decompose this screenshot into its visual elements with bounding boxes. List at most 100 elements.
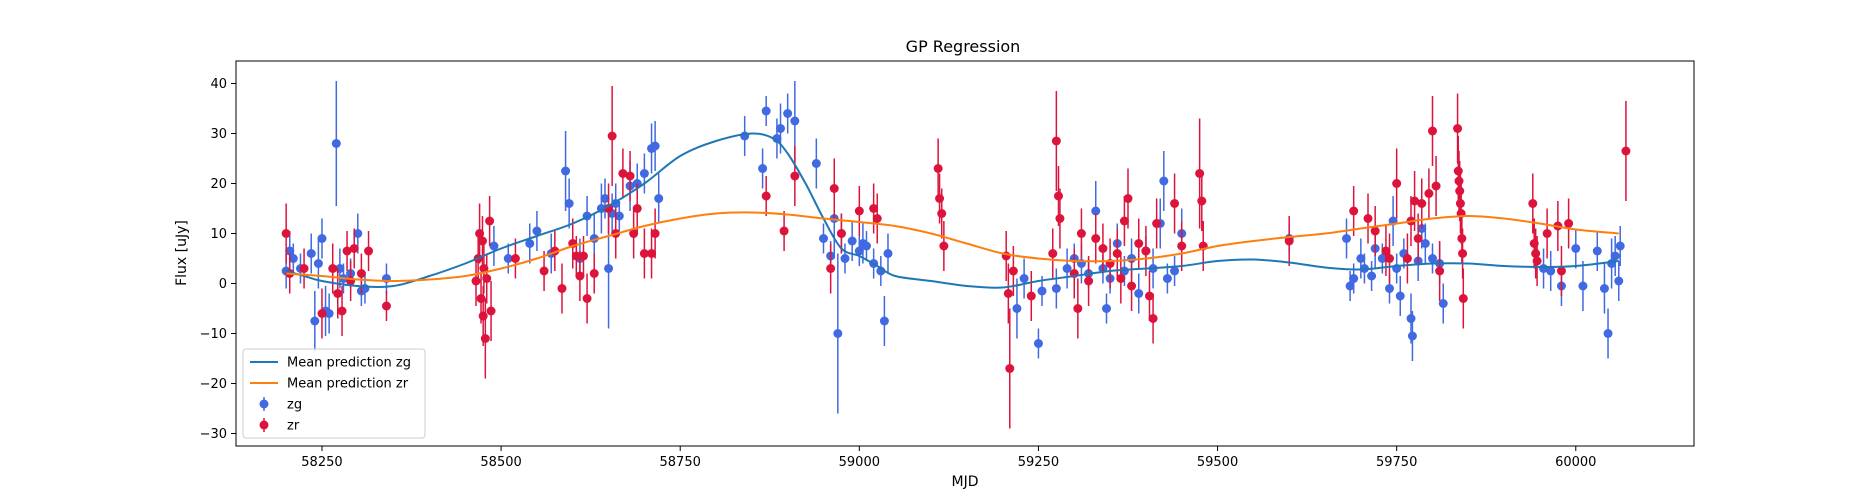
data-point-zg [1170, 266, 1180, 276]
data-point-zg [532, 226, 542, 236]
data-point-zr [471, 276, 481, 286]
data-point-zg [285, 246, 295, 256]
data-point-zg [776, 124, 786, 133]
data-point-zr [607, 131, 617, 141]
data-point-zr [328, 264, 338, 273]
data-point-zg [288, 254, 298, 263]
data-point-zr [761, 191, 771, 201]
y-tick-label: −10 [200, 327, 227, 342]
x-axis: 58250 58500 58750 59000 59250 59500 59750 60000 [301, 446, 1596, 470]
x-tick-label: 58750 [660, 455, 701, 470]
data-point-zr [1144, 291, 1154, 301]
legend-label: Mean prediction zr [287, 377, 409, 392]
data-point-zr [381, 301, 391, 311]
data-point-zr [333, 289, 343, 298]
plot-area [281, 81, 1631, 429]
data-point-zg [790, 116, 800, 126]
data-point-zg [324, 309, 334, 318]
data-point-zr [1134, 239, 1144, 248]
data-point-zr [1048, 249, 1058, 258]
data-point-zr [779, 226, 789, 236]
data-point-zr [872, 214, 882, 223]
data-point-zg [639, 169, 649, 178]
data-point-zr [1003, 289, 1013, 298]
data-point-zg [564, 199, 574, 208]
data-point-zg [650, 141, 660, 151]
data-point-zr [571, 251, 581, 261]
data-point-zr [1073, 304, 1083, 313]
data-point-zg [313, 259, 323, 268]
data-point-zr [1091, 234, 1101, 243]
data-point-zr [1195, 169, 1205, 178]
data-point-zr [1424, 189, 1434, 198]
data-point-zr [1556, 266, 1566, 276]
data-point-zg [1019, 274, 1029, 283]
data-point-zr [539, 266, 549, 276]
data-point-zr [650, 229, 660, 238]
legend-label: zr [287, 419, 300, 434]
legend-entry-mean-prediction-zg: Mean prediction zg [250, 356, 411, 371]
x-tick-label: 59250 [1018, 455, 1059, 470]
legend-entry-zg: zg [259, 397, 302, 413]
data-point-zg [1427, 254, 1437, 263]
x-axis-label: MJD [952, 474, 979, 490]
data-point-zg [1367, 271, 1377, 281]
data-point-zr [1458, 294, 1468, 303]
mean-prediction-zr-line [286, 211, 1619, 283]
data-point-zg [1592, 246, 1602, 256]
y-tick-label: 30 [210, 127, 227, 142]
data-point-zg [654, 194, 664, 203]
data-point-zg [1377, 254, 1387, 263]
data-point-zr [933, 164, 943, 173]
x-tick-label: 59000 [839, 455, 880, 470]
data-point-zr [342, 246, 352, 256]
x-tick-label: 58500 [480, 455, 521, 470]
data-point-zr [476, 294, 486, 303]
data-point-zg [600, 194, 610, 203]
data-point-zg [1051, 284, 1061, 293]
data-point-zg [783, 109, 793, 118]
data-point-zg [1407, 331, 1417, 341]
data-point-zg [861, 241, 871, 251]
data-point-zr [1417, 199, 1427, 208]
data-point-zr [618, 169, 628, 178]
data-point-zr [632, 204, 642, 213]
x-tick-label: 59500 [1197, 455, 1238, 470]
data-point-zg [1614, 276, 1624, 286]
data-point-zg [604, 264, 614, 273]
data-point-zr [485, 216, 495, 226]
data-point-zr [829, 184, 839, 193]
data-point-zg [1062, 264, 1072, 273]
data-point-zr [1051, 136, 1061, 146]
data-point-zr [629, 229, 639, 238]
y-tick-label: 0 [219, 277, 227, 292]
series-zg [281, 81, 1625, 414]
data-point-zr [836, 229, 846, 238]
data-point-zg [489, 241, 499, 251]
data-point-zg [879, 316, 889, 326]
data-point-zr [1148, 314, 1158, 323]
legend-entry-mean-prediction-zr: Mean prediction zr [250, 377, 409, 392]
data-point-zr [869, 204, 879, 213]
data-point-zr [1127, 281, 1137, 291]
data-point-zr [575, 271, 585, 281]
data-point-zr [1532, 256, 1542, 266]
data-point-zr [557, 284, 567, 293]
data-point-zr [1116, 274, 1126, 283]
data-point-zr [349, 244, 359, 253]
mean-prediction-zg-line [285, 132, 1619, 289]
data-point-zr [1528, 199, 1538, 208]
data-point-zr [826, 264, 836, 273]
data-point-zr [1392, 179, 1402, 188]
data-point-zg [525, 239, 535, 248]
data-point-zg [353, 229, 363, 238]
data-point-zr [1112, 249, 1122, 258]
data-point-zr [1564, 219, 1574, 228]
y-tick-label: 20 [210, 177, 227, 192]
data-point-zr [1370, 226, 1380, 236]
x-tick-label: 58250 [301, 455, 342, 470]
data-point-zr [1026, 291, 1036, 301]
data-point-zg [1102, 304, 1112, 313]
data-point-zr [1453, 124, 1463, 133]
